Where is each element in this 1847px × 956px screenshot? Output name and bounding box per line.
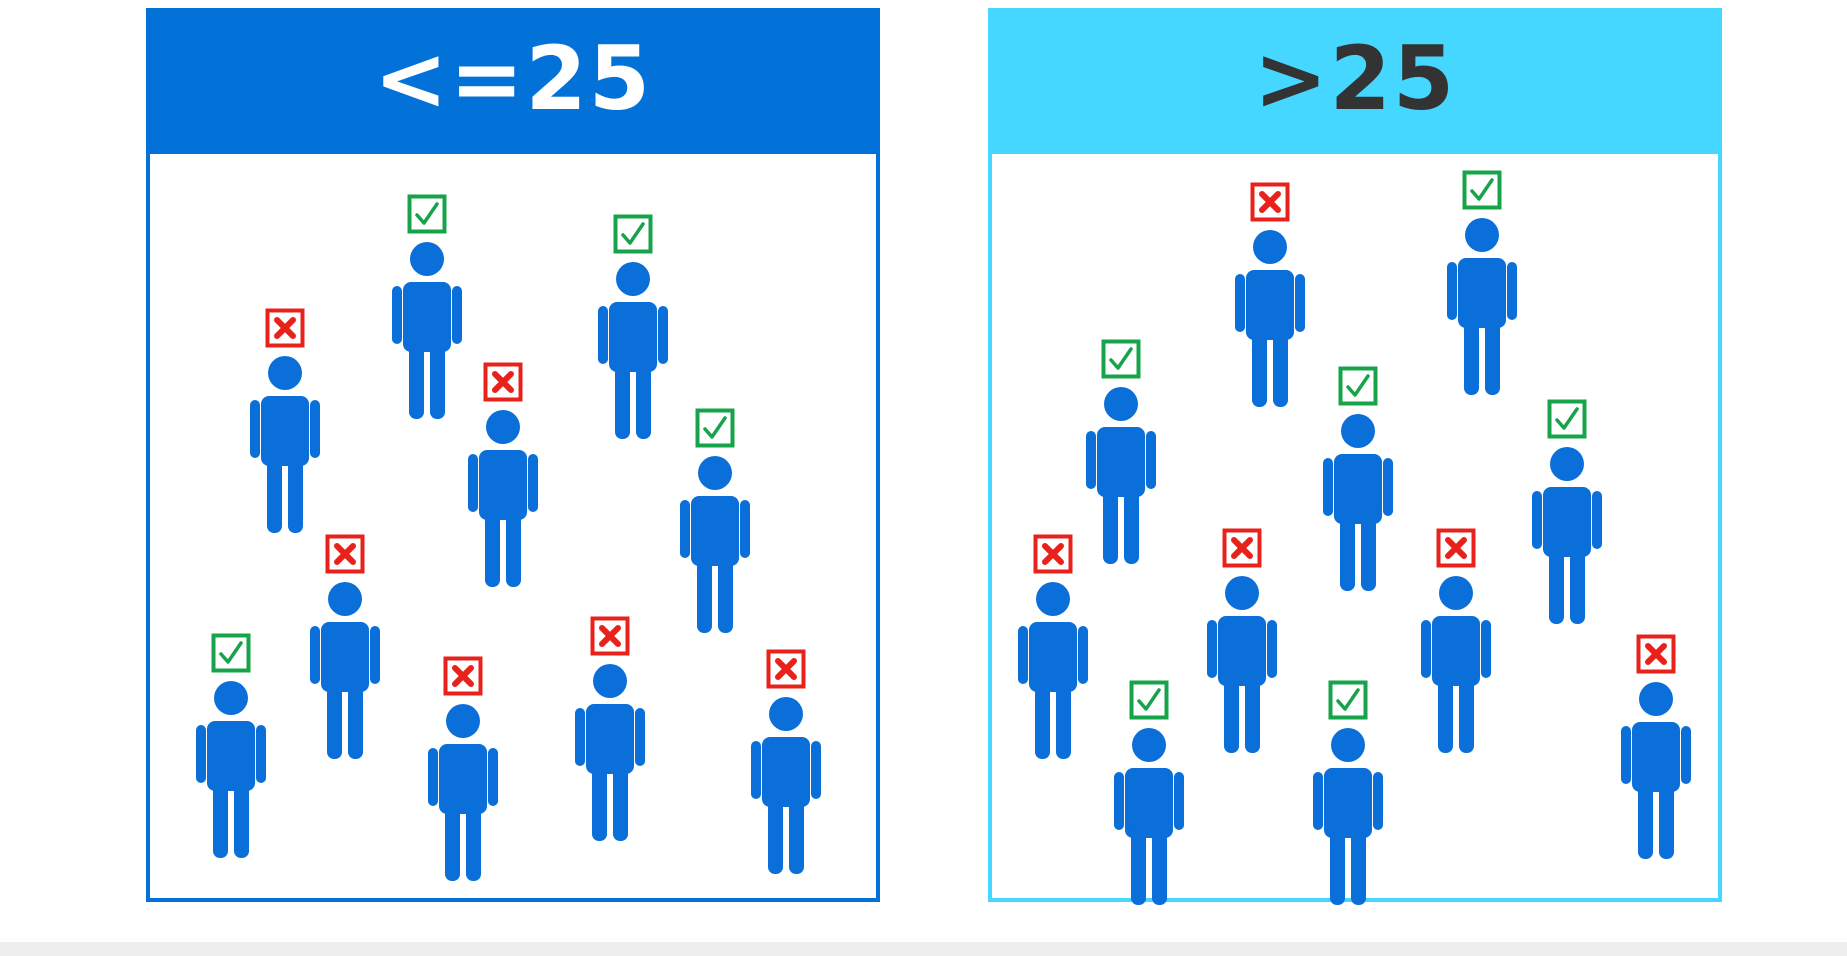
left-person-5 — [680, 408, 750, 633]
checkbox-x-icon — [1436, 528, 1476, 568]
checkbox-checked-icon — [613, 214, 653, 254]
left-person-4 — [468, 362, 538, 587]
group-header-over-25: >25 — [988, 8, 1722, 154]
right-person-8 — [1421, 528, 1491, 753]
checkbox-x-icon — [1033, 534, 1073, 574]
checkbox-x-icon — [483, 362, 523, 402]
checkbox-checked-icon — [1328, 680, 1368, 720]
person-icon — [1323, 414, 1393, 591]
checkbox-checked-icon — [1547, 399, 1587, 439]
left-person-10 — [751, 649, 821, 874]
checkbox-checked-icon — [1129, 680, 1169, 720]
person-icon — [1621, 682, 1691, 859]
checkbox-x-icon — [1222, 528, 1262, 568]
checkbox-checked-icon — [407, 194, 447, 234]
person-icon — [310, 582, 380, 759]
person-icon — [1447, 218, 1517, 395]
checkbox-x-icon — [1636, 634, 1676, 674]
person-icon — [1086, 387, 1156, 564]
person-icon — [1421, 576, 1491, 753]
person-icon — [598, 262, 668, 439]
left-person-3 — [250, 308, 320, 533]
person-icon — [392, 242, 462, 419]
checkbox-checked-icon — [1462, 170, 1502, 210]
right-person-11 — [1621, 634, 1691, 859]
checkbox-x-icon — [766, 649, 806, 689]
checkbox-x-icon — [590, 616, 630, 656]
right-person-6 — [1018, 534, 1088, 759]
right-person-10 — [1313, 680, 1383, 905]
right-person-1 — [1235, 182, 1305, 407]
person-icon — [1532, 447, 1602, 624]
left-person-2 — [598, 214, 668, 439]
checkbox-x-icon — [325, 534, 365, 574]
person-icon — [250, 356, 320, 533]
person-icon — [468, 410, 538, 587]
right-person-2 — [1447, 170, 1517, 395]
checkbox-checked-icon — [1101, 339, 1141, 379]
left-person-7 — [196, 633, 266, 858]
right-person-7 — [1207, 528, 1277, 753]
person-icon — [575, 664, 645, 841]
left-person-8 — [428, 656, 498, 881]
right-person-4 — [1323, 366, 1393, 591]
person-icon — [680, 456, 750, 633]
person-icon — [196, 681, 266, 858]
checkbox-checked-icon — [211, 633, 251, 673]
checkbox-x-icon — [1250, 182, 1290, 222]
right-person-5 — [1532, 399, 1602, 624]
person-icon — [1018, 582, 1088, 759]
person-icon — [1235, 230, 1305, 407]
checkbox-x-icon — [265, 308, 305, 348]
bottom-bar — [0, 942, 1847, 956]
person-icon — [751, 697, 821, 874]
checkbox-checked-icon — [1338, 366, 1378, 406]
checkbox-checked-icon — [695, 408, 735, 448]
right-person-9 — [1114, 680, 1184, 905]
right-person-3 — [1086, 339, 1156, 564]
person-icon — [428, 704, 498, 881]
person-icon — [1114, 728, 1184, 905]
group-header-under-25: <=25 — [146, 8, 880, 154]
checkbox-x-icon — [443, 656, 483, 696]
person-icon — [1313, 728, 1383, 905]
left-person-6 — [310, 534, 380, 759]
left-person-1 — [392, 194, 462, 419]
person-icon — [1207, 576, 1277, 753]
left-person-9 — [575, 616, 645, 841]
